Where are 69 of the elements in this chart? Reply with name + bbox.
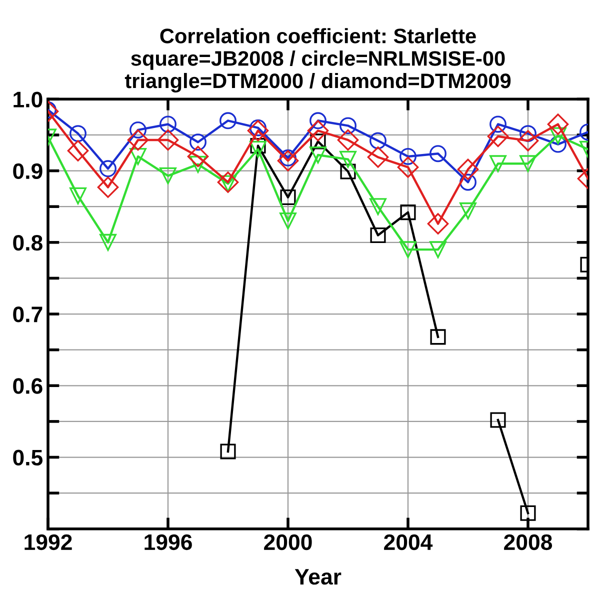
point (250, 140, 266, 158)
point (340, 164, 356, 180)
point (340, 150, 356, 168)
point (517, 130, 539, 152)
point (430, 241, 446, 258)
point (190, 134, 206, 151)
x-axis-title: Year (294, 569, 342, 585)
point (130, 148, 146, 165)
x-tick-label: 1992 (24, 534, 72, 550)
point (310, 134, 326, 150)
point (97, 176, 119, 198)
point (547, 114, 569, 135)
point (220, 444, 236, 460)
point (550, 127, 566, 144)
point (400, 204, 416, 220)
point (250, 138, 266, 154)
point (67, 140, 89, 162)
y-tick-label: 0.8 (13, 234, 42, 251)
point (280, 190, 296, 206)
point (307, 120, 329, 142)
point (430, 329, 446, 345)
x-tick-label: 2004 (384, 534, 433, 550)
point (460, 174, 476, 191)
point (310, 112, 326, 130)
x-tick-label: 2000 (264, 534, 312, 550)
x-tick-label: 1996 (144, 534, 192, 550)
point (490, 116, 506, 133)
point (130, 121, 146, 138)
y-tick-label: 0.5 (13, 450, 43, 466)
point (70, 187, 86, 204)
y-tick-label: 0.7 (13, 306, 42, 322)
point (457, 158, 479, 180)
point (340, 117, 356, 134)
point (100, 234, 116, 251)
point (160, 116, 176, 133)
point (370, 198, 386, 216)
point (160, 167, 176, 184)
point (70, 125, 86, 142)
y-tick-label: 0.6 (13, 378, 42, 394)
point (247, 120, 269, 142)
point (157, 129, 179, 151)
point (367, 146, 389, 168)
point (187, 146, 209, 168)
point (127, 129, 149, 151)
chart-title: Correlation coefficient: Starlette square=JB2008 / circle=NRLMSISE-00 triangle=DTM2000 / diamond=DTM2009 (124, 28, 511, 92)
point (400, 241, 416, 258)
point (400, 148, 416, 165)
x-tick-label: 2008 (504, 534, 552, 550)
point (427, 213, 449, 234)
point (430, 145, 446, 162)
point (100, 160, 116, 178)
y-tick-label: 1.0 (14, 92, 42, 108)
point (490, 412, 506, 428)
point (370, 132, 386, 150)
point (490, 155, 506, 172)
point (460, 202, 476, 220)
point (520, 505, 536, 521)
point (550, 136, 566, 153)
point (217, 172, 239, 193)
point (370, 227, 386, 244)
point (310, 146, 326, 164)
y-tick-label: 0.9 (13, 163, 42, 180)
point (280, 212, 296, 230)
point (277, 150, 299, 172)
point (337, 129, 359, 151)
point (487, 126, 509, 148)
point (397, 156, 419, 178)
point (220, 112, 236, 130)
point (520, 155, 536, 172)
